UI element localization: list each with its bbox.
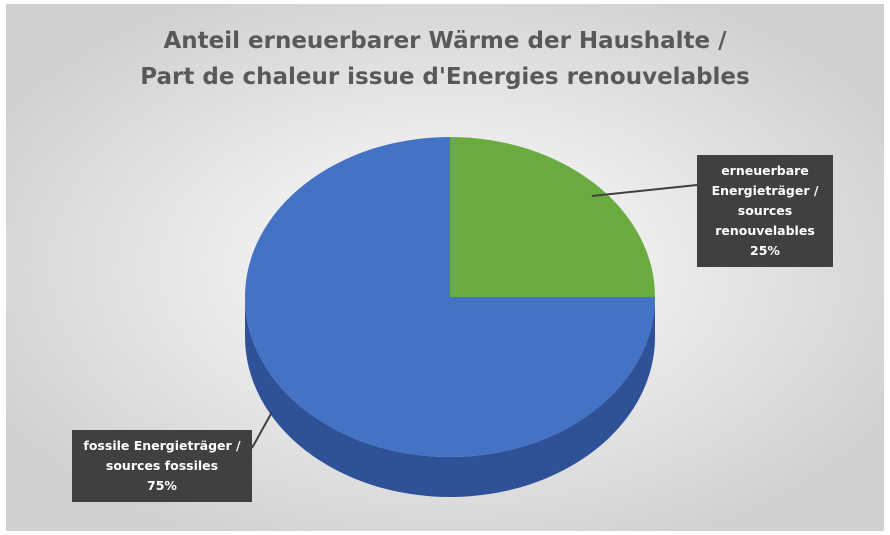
label-category: fossile Energieträger / sources fossiles <box>83 438 241 473</box>
data-label: fossile Energieträger / sources fossiles… <box>72 430 252 502</box>
label-value: 25% <box>750 243 780 258</box>
chart-title: Anteil erneuerbarer Wärme der Haushalte … <box>163 28 727 54</box>
pie-side <box>245 297 655 497</box>
leader-line <box>251 411 273 449</box>
pie-slice <box>450 137 655 297</box>
pie-slice <box>245 137 655 457</box>
leader-line <box>591 184 698 197</box>
pie <box>245 137 655 497</box>
data-label: erneuerbare Energieträger / sources reno… <box>697 155 833 267</box>
chart-title: Part de chaleur issue d'Energies renouve… <box>140 64 749 90</box>
label-value: 75% <box>147 478 177 493</box>
label-category: erneuerbare Energieträger / sources reno… <box>711 163 819 238</box>
